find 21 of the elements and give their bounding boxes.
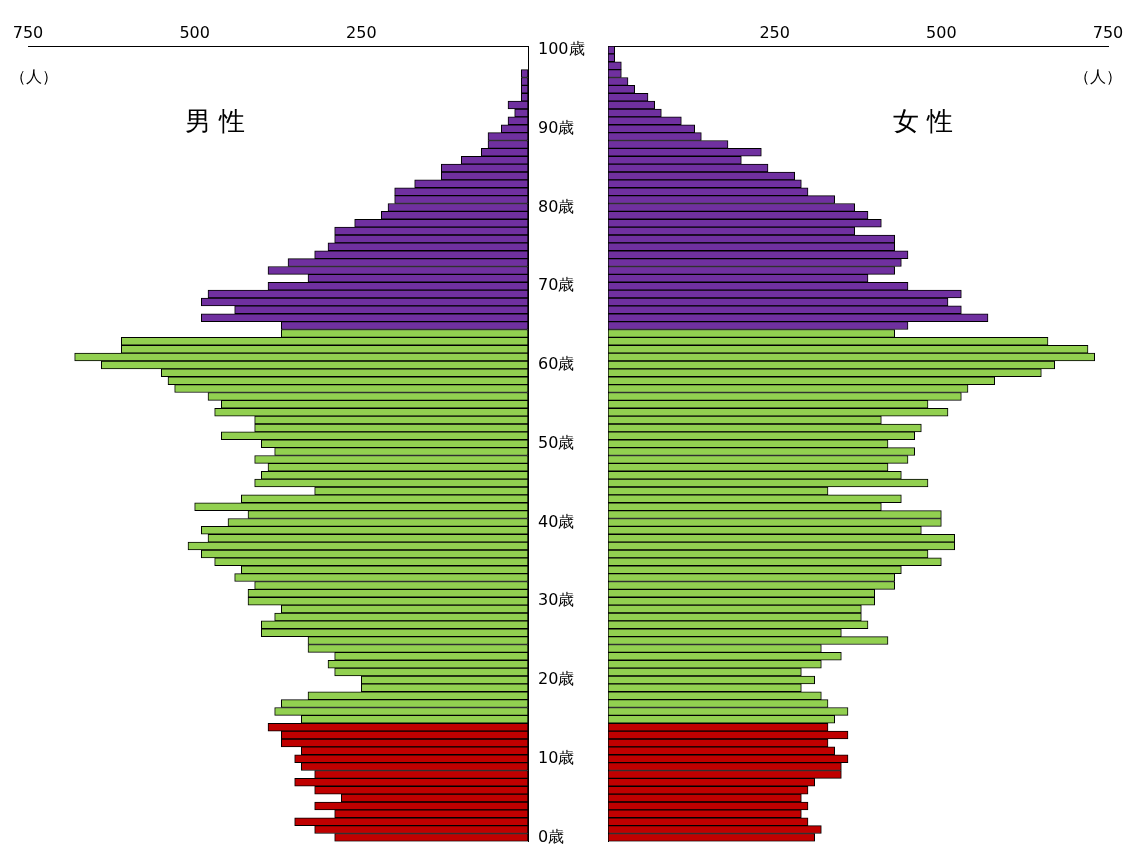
text: 女 性: [892, 105, 954, 136]
y-tick-label: 20歳: [538, 669, 575, 689]
x-tick-label: 500: [179, 22, 210, 42]
y-tick-label: 60歳: [538, 354, 575, 374]
text: 男 性: [184, 105, 246, 136]
y-tick-label: 30歳: [538, 590, 575, 610]
y-tick-label: 100歳: [538, 39, 585, 59]
x-tick-label: 750: [1092, 22, 1124, 42]
x-tick-label: 500: [926, 22, 957, 42]
x-tick-label: 250: [346, 22, 377, 42]
y-tick-label: 40歳: [538, 511, 575, 531]
x-tick-label: 750: [12, 22, 44, 42]
x-axis-title: （人）: [1074, 67, 1122, 87]
y-tick-label: 50歳: [538, 432, 575, 452]
x-axis-title: （人）: [10, 67, 58, 87]
y-tick-label: 90歳: [538, 117, 575, 137]
y-tick-label: 0歳: [538, 826, 565, 846]
x-tick-label: 250: [759, 22, 790, 42]
y-tick-label: 80歳: [538, 196, 575, 216]
y-tick-label: 70歳: [538, 275, 575, 295]
y-tick-label: 10歳: [538, 747, 575, 767]
